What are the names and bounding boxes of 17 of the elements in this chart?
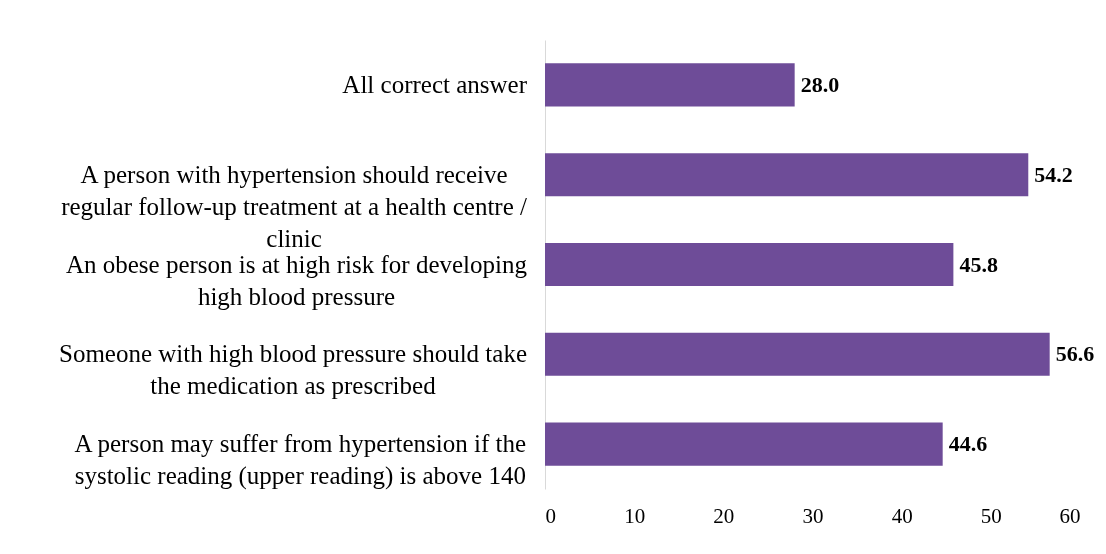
x-tick-label: 60: [1059, 503, 1081, 528]
y-tick-label: A person with hypertension should receive regular follow-up treatment at a health centre / clinic: [61, 160, 528, 252]
y-tick-label: A person may suffer from hypertension if the systolic reading (upper reading) is above 140: [74, 430, 527, 491]
data-label: 56.6: [1055, 341, 1095, 367]
x-tick-label: 20: [713, 503, 735, 528]
x-tick-label: 50: [980, 503, 1002, 528]
y-tick-label: An obese person is at high risk for developing high blood pressure: [65, 250, 528, 310]
x-tick-label: 40: [891, 503, 913, 528]
x-tick-label: 30: [802, 503, 824, 528]
x-tick-label: 10: [624, 503, 646, 528]
x-tick-label: 0: [545, 503, 556, 528]
data-label: 54.2: [1034, 161, 1073, 187]
data-label: 45.8: [959, 251, 998, 277]
y-tick-label: Someone with high blood pressure should take the medication as prescribed: [58, 340, 527, 400]
data-label: 44.6: [948, 431, 988, 457]
y-tick-label: All correct answer: [342, 70, 528, 98]
data-label: 28.0: [800, 71, 840, 97]
